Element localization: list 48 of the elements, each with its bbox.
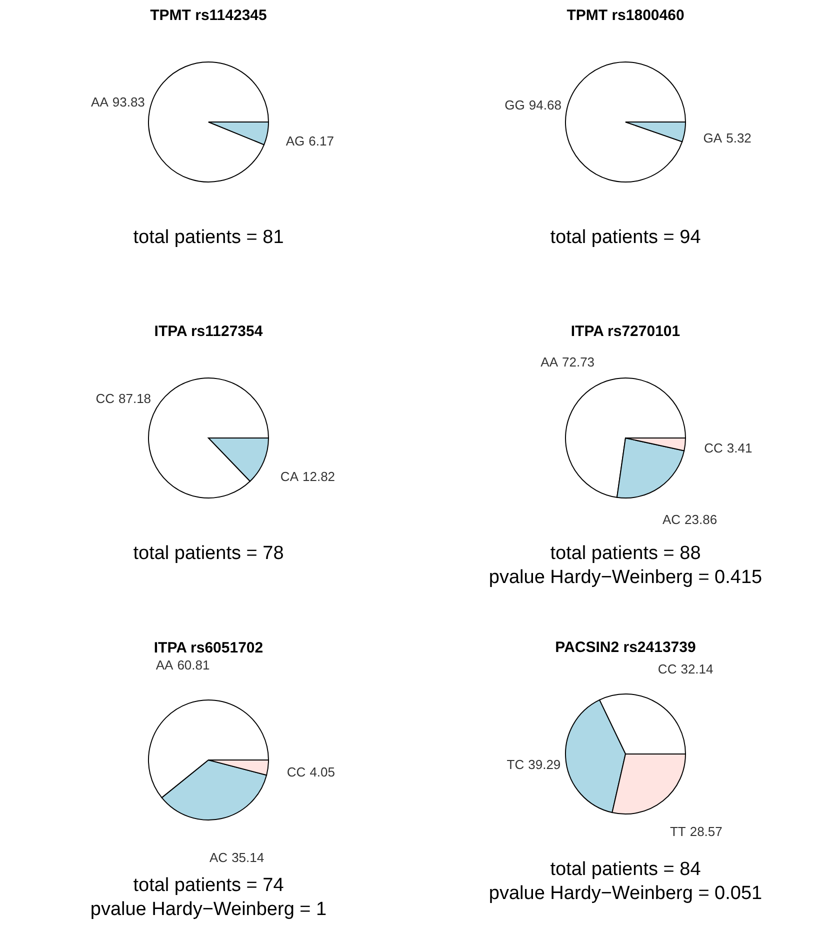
data-label: 93.83 [112, 94, 145, 110]
text: total patients = 84 [550, 859, 702, 880]
data-label: 35.14 [232, 850, 264, 865]
slice-label: TT [670, 824, 686, 840]
data-label: 12.82 [302, 469, 336, 484]
slice-label: TC [506, 757, 524, 772]
text: total patients = 78 [133, 543, 284, 564]
text: total patients = 74 [133, 875, 284, 896]
pie-slice [565, 62, 686, 182]
slice-label: CA [280, 469, 299, 484]
slice-label: AA [156, 658, 174, 673]
slice-label: CC [96, 390, 114, 406]
data-label: 5.32 [726, 130, 752, 146]
pie-slice [148, 62, 269, 182]
slice-label: AA [540, 354, 558, 370]
data-label: 28.57 [690, 824, 722, 840]
data-label: 6.17 [308, 133, 334, 148]
text: pvalue Hardy−Weinberg = 0.415 [488, 567, 762, 588]
data-label: 23.86 [684, 512, 718, 528]
chart-title: ITPA rs6051702 [154, 640, 264, 657]
slice-label: AG [286, 133, 305, 148]
data-label: 72.73 [562, 354, 595, 370]
chart-title: ITPA rs1127354 [154, 323, 264, 340]
slice-label: GA [703, 130, 722, 146]
slice-label: CC [658, 661, 677, 676]
slice-label: AA [91, 94, 109, 110]
data-label: 4.05 [310, 764, 336, 780]
pie-slice [565, 378, 686, 498]
text: total patients = 81 [133, 227, 284, 248]
slice-label: AC [662, 512, 681, 528]
chart-title: TPMT rs1800460 [566, 7, 684, 24]
chart-title: ITPA rs7270101 [570, 323, 680, 340]
text: pvalue Hardy−Weinberg = 0.051 [488, 883, 762, 904]
data-label: 87.18 [118, 390, 152, 406]
data-label: 60.81 [177, 658, 210, 673]
slice-label: CC [704, 440, 723, 456]
data-label: 32.14 [680, 661, 714, 676]
slice-label: CC [286, 764, 306, 780]
chart-title: PACSIN2 rs2413739 [555, 639, 696, 656]
slice-label: GG [504, 97, 525, 112]
data-label: 39.29 [528, 757, 561, 772]
chart-title: TPMT rs1142345 [150, 7, 267, 24]
text: total patients = 88 [550, 543, 701, 564]
data-label: 3.41 [726, 440, 752, 456]
slice-label: AC [210, 850, 228, 865]
text: pvalue Hardy−Weinberg = 1 [90, 899, 327, 920]
data-label: 94.68 [528, 97, 562, 112]
text: total patients = 94 [550, 227, 702, 248]
